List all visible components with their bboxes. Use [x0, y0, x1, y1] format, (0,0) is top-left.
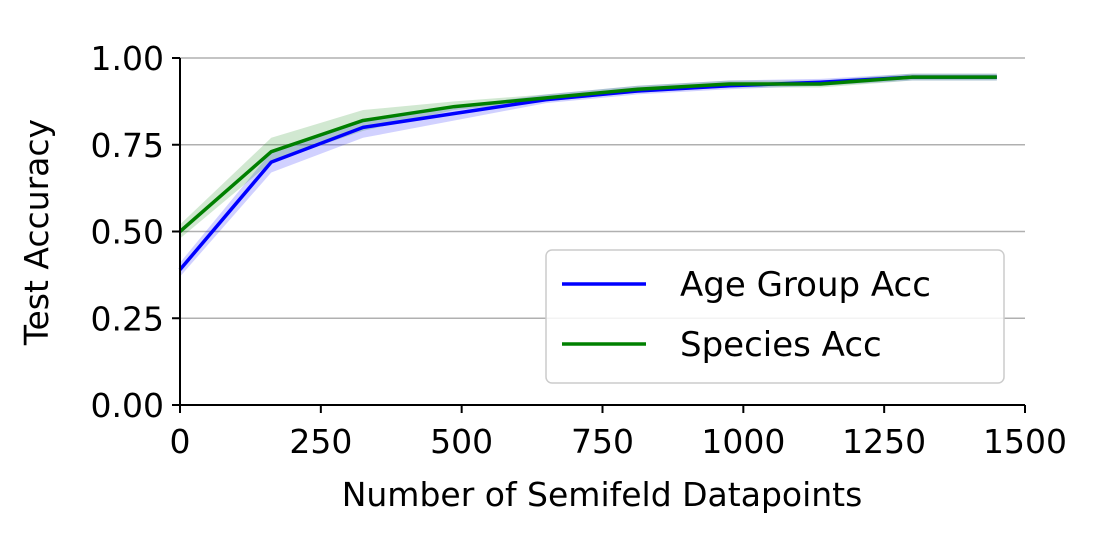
x-tick-label: 500 — [430, 422, 493, 461]
line-species-acc — [178, 75, 997, 233]
x-axis-title: Number of Semifeld Datapoints — [342, 475, 863, 514]
x-tick-label: 250 — [289, 422, 352, 461]
y-tick-label: 0.00 — [91, 386, 164, 425]
x-tick-label: 1250 — [842, 422, 926, 461]
band-age-group-acc — [180, 73, 997, 277]
legend-label-age-group: Age Group Acc — [680, 265, 931, 305]
line-age-group-acc — [178, 75, 997, 271]
x-tick-label: 750 — [571, 422, 634, 461]
y-tick-label: 0.25 — [91, 299, 164, 338]
x-tick-label: 0 — [170, 422, 191, 461]
legend-label-species: Species Acc — [680, 325, 882, 365]
y-ticks: 0.00 0.25 0.50 0.75 1.00 — [91, 39, 180, 425]
x-ticks: 0 250 500 750 1000 1250 1500 — [170, 405, 1067, 461]
band-species-acc — [180, 73, 997, 239]
series-lines — [178, 75, 997, 271]
y-tick-label: 0.75 — [91, 126, 164, 165]
x-tick-label: 1000 — [701, 422, 785, 461]
y-tick-label: 0.50 — [91, 213, 164, 252]
y-tick-label: 1.00 — [91, 39, 164, 78]
x-tick-label: 1500 — [983, 422, 1067, 461]
confidence-bands — [180, 73, 997, 277]
y-axis-title: Test Accuracy — [17, 119, 56, 346]
legend: Age Group Acc Species Acc — [545, 249, 1005, 384]
legend-box — [545, 249, 1005, 384]
